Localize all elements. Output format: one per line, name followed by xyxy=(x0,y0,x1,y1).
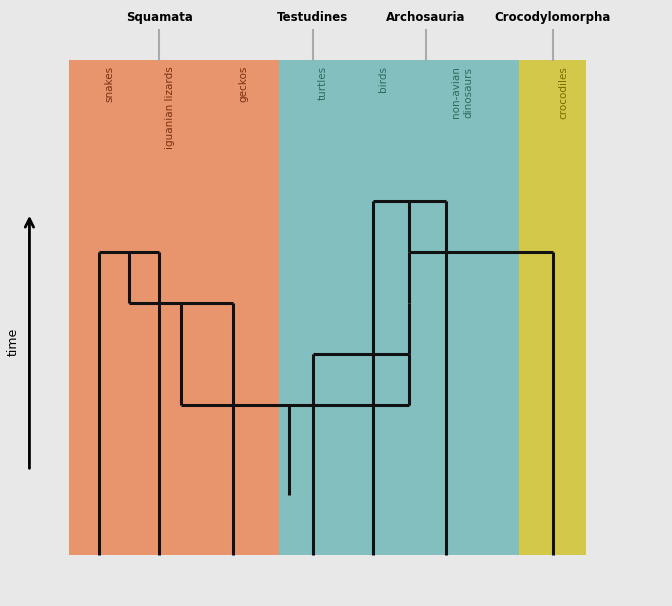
Bar xyxy=(69,60,280,555)
Text: Testudines: Testudines xyxy=(277,11,348,24)
Text: iguanian lizards: iguanian lizards xyxy=(165,66,175,148)
Bar xyxy=(280,60,586,555)
Text: Squamata: Squamata xyxy=(126,11,193,24)
Text: non-avian
dinosaurs: non-avian dinosaurs xyxy=(452,66,473,118)
Text: time: time xyxy=(6,328,19,356)
Text: Crocodylomorpha: Crocodylomorpha xyxy=(495,11,611,24)
Text: birds: birds xyxy=(378,66,388,92)
Bar xyxy=(280,60,346,555)
Bar xyxy=(346,60,519,555)
Text: Archosauria: Archosauria xyxy=(386,11,466,24)
Text: crocodiles: crocodiles xyxy=(558,66,568,119)
Text: turtles: turtles xyxy=(318,66,328,100)
Text: snakes: snakes xyxy=(105,66,115,102)
Text: geckos: geckos xyxy=(238,66,248,102)
Bar xyxy=(519,60,586,555)
